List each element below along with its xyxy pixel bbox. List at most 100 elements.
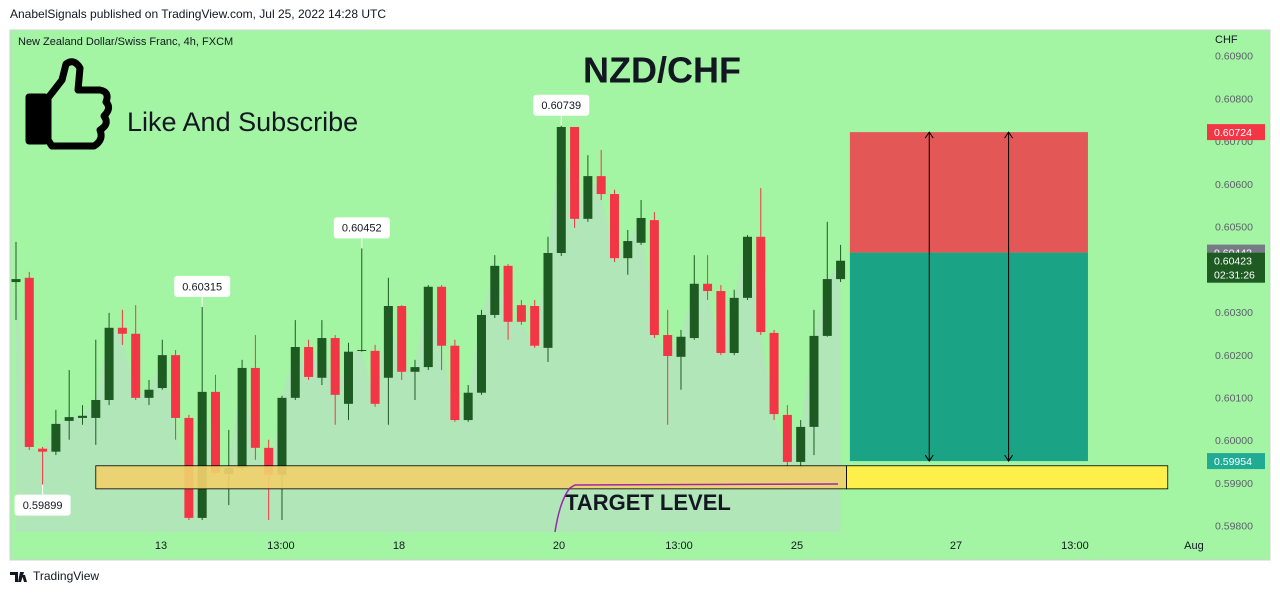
candle-body [11,279,21,283]
y-tick-label: 0.60900 [1215,51,1253,63]
candle-body [290,347,300,398]
candle-body [317,338,327,378]
x-tick-label: 20 [553,540,565,552]
y-axis-label: CHF [1215,34,1238,46]
candle-body [503,265,513,322]
brand-logo [10,572,27,582]
candle-body [370,350,380,404]
candle-body [51,423,61,452]
candle-body [570,126,580,219]
candle-body [796,426,806,462]
publish-line: AnabelSignals published on TradingView.c… [10,7,386,21]
thumb-icon [25,58,113,150]
candle-body [609,194,619,259]
candle-body [636,217,646,243]
chart-title: NZD/CHF [583,50,741,91]
y-tick-label: 0.60300 [1215,307,1253,319]
candle-body [490,265,500,315]
candle-body [742,236,752,298]
current-price-label-countdown: 02:31:26 [1214,269,1255,281]
support-zone [95,465,847,490]
candle-body [516,305,526,322]
zone-label: TARGET LEVEL [565,490,731,515]
candle-body [450,345,460,421]
x-tick-label: 18 [393,540,405,552]
stop-zone [849,132,1088,253]
callout-box [174,275,231,297]
candle-body [264,447,274,475]
current-price-label: 0.60423 [1214,255,1252,267]
brand-name: TradingView [33,569,99,583]
arrow-head [1004,131,1014,462]
chart-layer: TARGET LEVEL 0.59899 0.60315 0.60452 0.60739 [11,94,1169,533]
candle-body [330,338,340,395]
candle-body [689,283,699,339]
candle-body [38,448,48,452]
callout-label: 0.59899 [23,500,63,512]
candle-body [623,241,633,259]
callout-label: 0.60452 [342,223,382,235]
y-tick-label: 0.59900 [1215,478,1253,490]
candle-body [769,332,779,415]
candle-body [171,355,181,418]
y-tick-label: 0.60500 [1215,222,1253,234]
callout-label: 0.60315 [182,281,222,293]
target-zone [849,252,1088,462]
candle-body [543,253,553,348]
candle-body [131,333,141,398]
candle-body [649,220,659,336]
candle-body [104,327,114,400]
x-tick-label: 13:00 [267,540,295,552]
candle-body [663,335,673,356]
candle-body [144,389,154,398]
candle-body [596,176,606,195]
thumb-cuff [25,93,49,145]
y-tick-label: 0.59800 [1215,521,1253,533]
candle-body [583,176,593,219]
candle-body [237,367,247,468]
candle-body [304,347,314,377]
candle-body [463,392,473,421]
callout-box [533,94,590,116]
logo-mark [10,572,27,582]
candle-body [343,351,353,404]
candle-body [210,391,220,474]
target-price-label-bg [1207,453,1265,470]
candle-body [157,355,167,389]
arrow-head [924,131,934,462]
support-zone-future [846,465,1169,490]
path-drawing [554,483,839,533]
cta-text: Like And Subscribe [127,107,358,137]
x-tick-label: 25 [791,540,803,552]
candle-body [676,336,686,357]
thumb-hand [44,58,113,150]
candle-body [77,415,87,418]
callout-box [14,494,71,516]
x-tick-label: 13:00 [1061,540,1089,552]
y-tick-label: 0.60200 [1215,350,1253,362]
candle-body [836,260,846,280]
candle-body [357,349,367,351]
stop-price-label: 0.60724 [1214,127,1252,139]
current-price-label-bg [1207,252,1265,283]
candle-body [91,399,101,418]
callout-label: 0.60739 [541,100,581,112]
candle-body [64,417,74,421]
candle-body [809,335,819,427]
candle-body [397,305,407,372]
candle-body [556,126,566,254]
candle-body [24,277,34,447]
candle-body [822,279,832,336]
callout-box [333,217,390,239]
candle-body [530,305,540,346]
candle-body [703,283,713,292]
candle-body [197,391,207,518]
y-tick-label: 0.60100 [1215,392,1253,404]
x-tick-label: Aug [1184,540,1204,552]
target-price-label: 0.59954 [1214,456,1252,468]
y-tick-label: 0.60600 [1215,179,1253,191]
candle-body [117,327,127,334]
y-tick-label: 0.60000 [1215,435,1253,447]
